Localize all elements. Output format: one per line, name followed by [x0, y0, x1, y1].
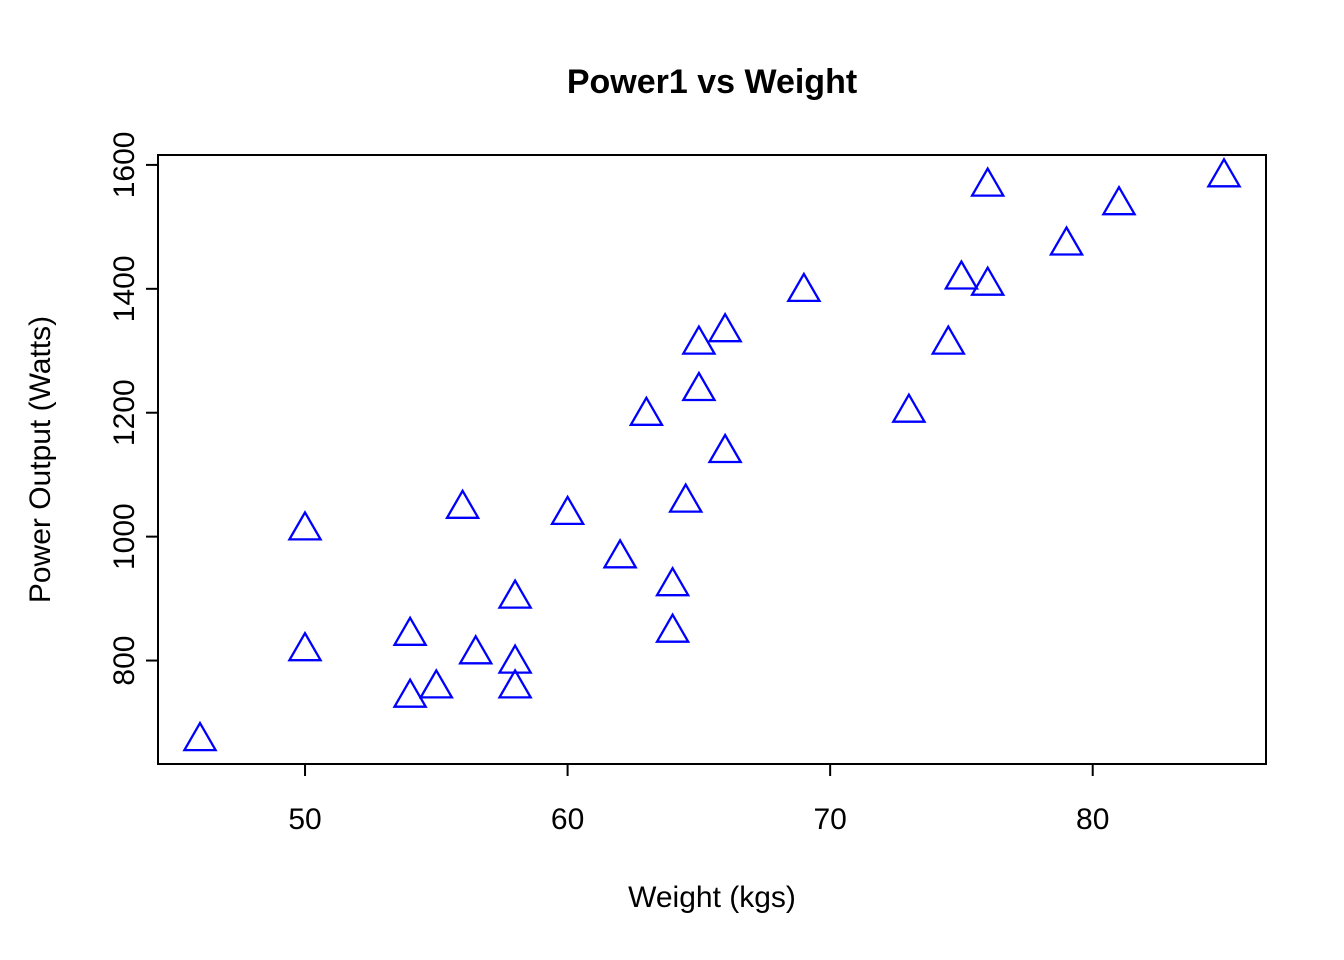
data-point-triangle: [970, 166, 1006, 197]
data-point-triangle: [1206, 157, 1242, 188]
data-point-triangle: [786, 271, 822, 303]
data-point-triangle: [891, 392, 927, 423]
y-axis-title: Power Output (Watts): [24, 316, 57, 603]
data-point-triangle: [445, 488, 481, 519]
y-tick-label: 1600: [108, 132, 141, 199]
data-point-triangle: [287, 510, 323, 541]
data-points: [182, 157, 1242, 752]
y-tick-label: 1000: [108, 503, 141, 570]
data-point-triangle: [681, 370, 717, 402]
data-point-triangle: [655, 565, 691, 597]
data-point-triangle: [707, 432, 743, 464]
x-tick-label: 80: [1076, 803, 1109, 836]
data-point-triangle: [1048, 225, 1085, 256]
data-point-triangle: [707, 311, 743, 343]
data-point-triangle: [943, 259, 979, 290]
data-point-triangle: [930, 324, 966, 355]
y-axis-ticks: 800 1000 1200 1400 1600: [108, 132, 158, 686]
data-point-triangle: [681, 324, 717, 355]
x-tick-label: 60: [551, 803, 584, 836]
data-point-triangle: [392, 615, 428, 646]
y-tick-label: 1200: [108, 379, 141, 446]
data-point-triangle: [418, 668, 454, 699]
data-point-triangle: [655, 612, 691, 643]
data-point-triangle: [392, 677, 428, 708]
data-point-triangle: [182, 720, 218, 752]
plot-box: [157, 154, 1267, 765]
chart-title: Power1 vs Weight: [567, 63, 857, 101]
data-point-triangle: [497, 668, 533, 699]
data-point-triangle: [287, 630, 323, 662]
data-point-triangle: [668, 482, 704, 513]
x-tick-label: 50: [288, 803, 321, 836]
x-axis-title: Weight (kgs): [628, 881, 796, 914]
y-tick-label: 800: [108, 636, 141, 686]
x-tick-label: 70: [813, 803, 846, 836]
data-point-triangle: [497, 578, 533, 609]
data-point-triangle: [628, 395, 664, 426]
x-axis-ticks: 50 60 70 80: [288, 764, 1109, 836]
data-point-triangle: [602, 538, 638, 569]
data-point-triangle: [1101, 184, 1137, 216]
data-point-triangle: [970, 265, 1006, 296]
data-point-triangle: [550, 494, 586, 526]
data-point-triangle: [458, 634, 494, 665]
y-tick-label: 1400: [108, 255, 141, 322]
